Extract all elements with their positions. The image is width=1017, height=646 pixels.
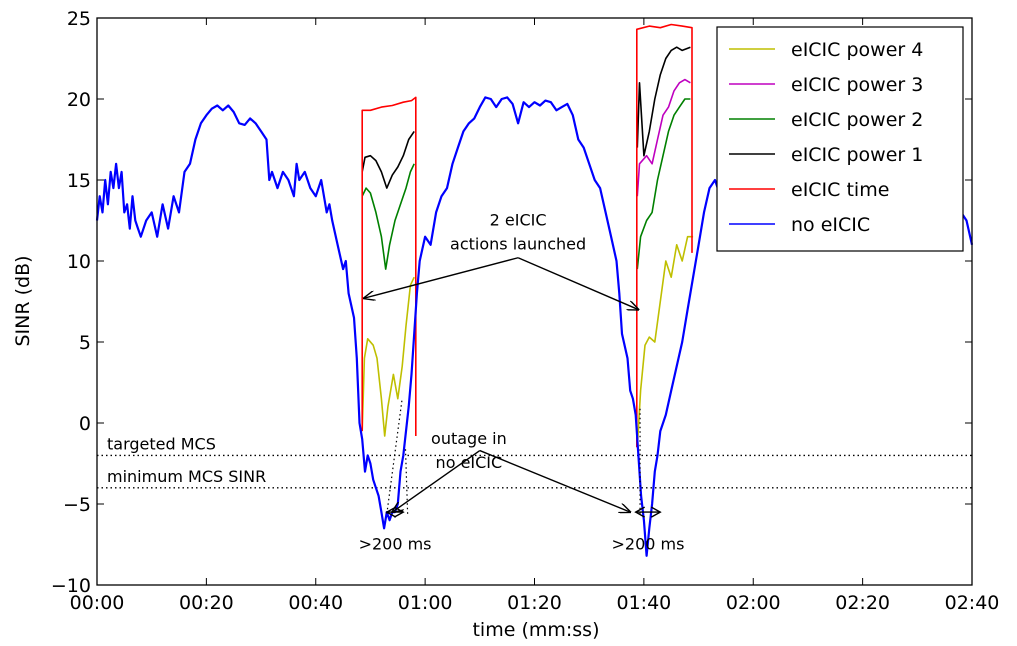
annotation-0-line-0: 2 eICIC	[490, 210, 547, 229]
x-tick-label-8: 02:40	[945, 592, 1000, 614]
y-tick-label-1: −5	[63, 494, 91, 516]
outage-boundary-0	[386, 398, 403, 514]
annotation-1-line-1: no eICIC	[436, 453, 503, 472]
span-0-right-head	[393, 506, 405, 518]
legend-label-0: eICIC power 4	[791, 39, 923, 61]
legend-label-4: eICIC time	[791, 179, 889, 201]
x-tick-label-1: 00:20	[179, 592, 234, 614]
annotation-0-arrow-1	[517, 257, 638, 310]
series-line-4	[636, 98, 691, 270]
series-line-0	[361, 276, 415, 437]
y-tick-label-3: 5	[79, 332, 91, 354]
hline-label-0: targeted MCS	[107, 434, 216, 453]
legend-label-2: eICIC power 2	[791, 109, 923, 131]
legend-label-3: eICIC power 1	[791, 144, 923, 166]
x-tick-label-4: 01:20	[507, 592, 562, 614]
series-line-2	[636, 78, 691, 197]
annotation-1-arrow-1	[479, 449, 630, 513]
series-line-3	[361, 163, 415, 270]
span-1-left-head	[634, 506, 646, 518]
series-line-5	[361, 130, 415, 189]
series-line-7	[361, 96, 417, 436]
reference-lines: targeted MCS minimum MCS SINR	[97, 434, 972, 489]
span-0-left-head	[385, 506, 397, 518]
y-tick-label-5: 15	[67, 170, 91, 192]
outage-boundary-1	[404, 447, 409, 514]
annotation-0-arrow-0	[364, 257, 519, 299]
y-tick-label-0: −10	[51, 575, 91, 597]
x-tick-label-0: 00:00	[70, 592, 125, 614]
span-1-label: >200 ms	[612, 534, 685, 553]
hline-label-1: minimum MCS SINR	[107, 467, 266, 486]
tick-layer: 00:00 00:20 00:40 01:00 01:20 01:40 02:00 02:20…	[51, 8, 999, 614]
y-tick-label-6: 20	[67, 89, 91, 111]
y-axis-title: SINR (dB)	[12, 255, 34, 346]
series-line-1	[636, 235, 694, 448]
x-tick-label-3: 01:00	[398, 592, 453, 614]
span-0-label: >200 ms	[359, 534, 432, 553]
span-1-right-head	[650, 506, 662, 518]
y-tick-label-2: 0	[79, 413, 91, 435]
x-tick-label-7: 02:20	[835, 592, 890, 614]
annotation-1-line-0: outage in	[431, 429, 507, 448]
y-tick-label-4: 10	[67, 251, 91, 273]
legend: eICIC power 4 eICIC power 3 eICIC power 2 e…	[716, 26, 964, 252]
x-tick-label-2: 00:40	[288, 592, 343, 614]
annotation-layer: 2 eICIC actions launched outage in no eICIC…	[359, 210, 685, 553]
series-line-6	[636, 46, 691, 157]
annotation-1-arrow-0	[392, 449, 481, 513]
x-axis-title: time (mm:ss)	[472, 619, 599, 641]
legend-label-1: eICIC power 3	[791, 74, 923, 96]
annotation-0-line-1: actions launched	[450, 234, 586, 253]
y-tick-label-7: 25	[67, 8, 91, 30]
legend-label-5: no eICIC	[791, 214, 870, 236]
x-tick-label-6: 02:00	[726, 592, 781, 614]
legend-box	[716, 26, 964, 252]
x-tick-label-5: 01:40	[616, 592, 671, 614]
series-line-8	[636, 23, 693, 448]
